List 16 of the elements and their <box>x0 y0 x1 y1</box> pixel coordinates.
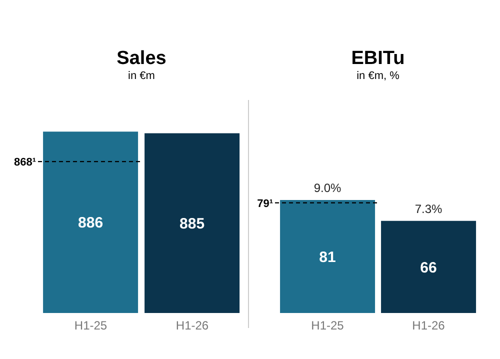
ref-line-label: 79¹ <box>257 198 274 210</box>
chart-subtitle: in €m <box>128 70 155 82</box>
x-tick-label: H1-26 <box>176 318 209 333</box>
x-tick-label: H1-26 <box>412 318 446 333</box>
ref-line-label: 868¹ <box>14 156 36 169</box>
chart-subtitle: in €m, % <box>356 70 400 82</box>
x-tick-label: H1-25 <box>74 318 108 333</box>
data-label: 885 <box>180 215 205 232</box>
data-label: 66 <box>420 259 437 276</box>
x-tick-label: H1-25 <box>311 318 344 333</box>
data-label: 886 <box>78 214 104 232</box>
annotation: 7.3% <box>414 202 442 216</box>
annotation: 9.0% <box>314 181 342 195</box>
data-label: 81 <box>319 248 336 266</box>
chart-title: EBITu <box>351 48 405 70</box>
chart-title: Sales <box>116 48 166 70</box>
